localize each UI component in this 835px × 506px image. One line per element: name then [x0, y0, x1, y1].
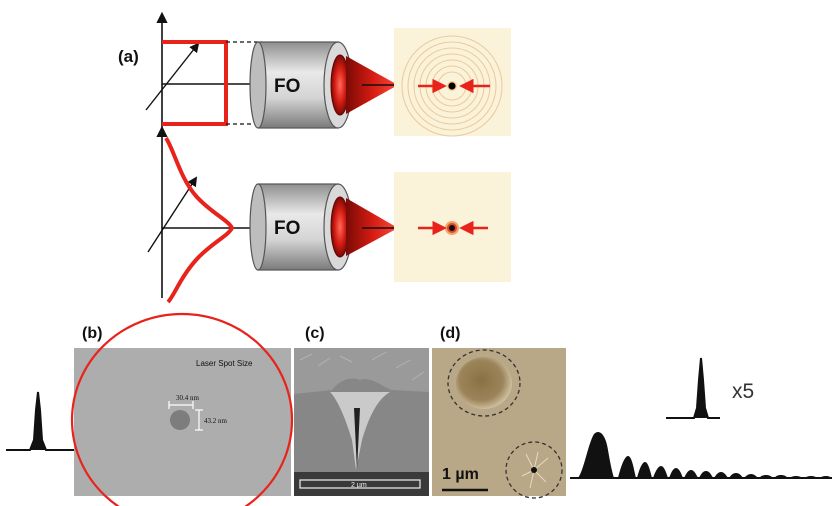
panel-label-c: (c) — [305, 325, 325, 342]
pulse-train-peak-3 — [637, 462, 652, 478]
pulse-train-peak-2 — [618, 456, 636, 478]
laser-spot-circle — [70, 312, 294, 506]
scale-label-c: 2 µm — [351, 482, 367, 489]
top-diagonal-axis — [145, 42, 200, 111]
pulse-train-peak-8 — [714, 472, 728, 478]
bottom-focus-cone — [346, 198, 398, 256]
bottom-objective: FO — [249, 183, 398, 271]
small-crater-d — [521, 451, 549, 489]
top-spot-image — [394, 28, 511, 137]
pulse-train-peak-5 — [669, 468, 683, 478]
pulse-train-peak-15 — [819, 476, 832, 478]
pulse-train-peak-11 — [759, 475, 773, 478]
large-crater-outline — [447, 349, 521, 417]
laser-spot-label: Laser Spot Size — [196, 359, 253, 368]
panel-label-d: (d) — [440, 325, 460, 342]
scale-label-d: 1 µm — [442, 466, 479, 483]
pulse-train-peak-13 — [789, 476, 803, 478]
objective-label-bottom: FO — [274, 218, 300, 239]
top-objective: FO — [249, 41, 398, 129]
pulse-train-peak-10 — [744, 474, 758, 478]
bottom-spot-image — [394, 172, 511, 282]
pulse-train-peak-7 — [699, 471, 713, 478]
scale-bar-c — [299, 479, 421, 489]
micrograph-d: 1 µm — [432, 348, 566, 499]
magnified-pulse-icon — [666, 357, 720, 419]
crater-walls-c — [330, 392, 390, 470]
width-label: 30.4 nm — [176, 394, 200, 402]
pulse-train-peak-9 — [729, 473, 743, 478]
panel-label-a: (a) — [118, 47, 139, 66]
crater-channel-c — [354, 408, 360, 470]
pulse-train-peak-4 — [653, 466, 668, 478]
sem-image-c: 2 µm — [294, 348, 429, 496]
panel-label-b: (b) — [82, 325, 102, 342]
sem-image-b: Laser Spot Size 30.4 nm 43.2 nm — [70, 312, 294, 506]
pulse-train-peak-6 — [684, 470, 698, 478]
single-pulse-icon — [6, 391, 74, 451]
pulse-train-peak-1 — [578, 431, 614, 478]
pulse-train-peak-14 — [804, 476, 818, 478]
gaussian-profile — [164, 136, 235, 304]
magnification-label: x5 — [732, 380, 754, 403]
objective-label-top: FO — [274, 76, 300, 97]
height-label: 43.2 nm — [204, 417, 228, 425]
pulse-train-peak-12 — [774, 475, 788, 478]
ablation-hole-b — [170, 410, 190, 430]
bottom-diagonal-axis — [147, 176, 198, 253]
flat-top-profile — [162, 40, 228, 126]
small-crater-outline — [505, 441, 563, 499]
large-crater-d — [456, 357, 512, 409]
